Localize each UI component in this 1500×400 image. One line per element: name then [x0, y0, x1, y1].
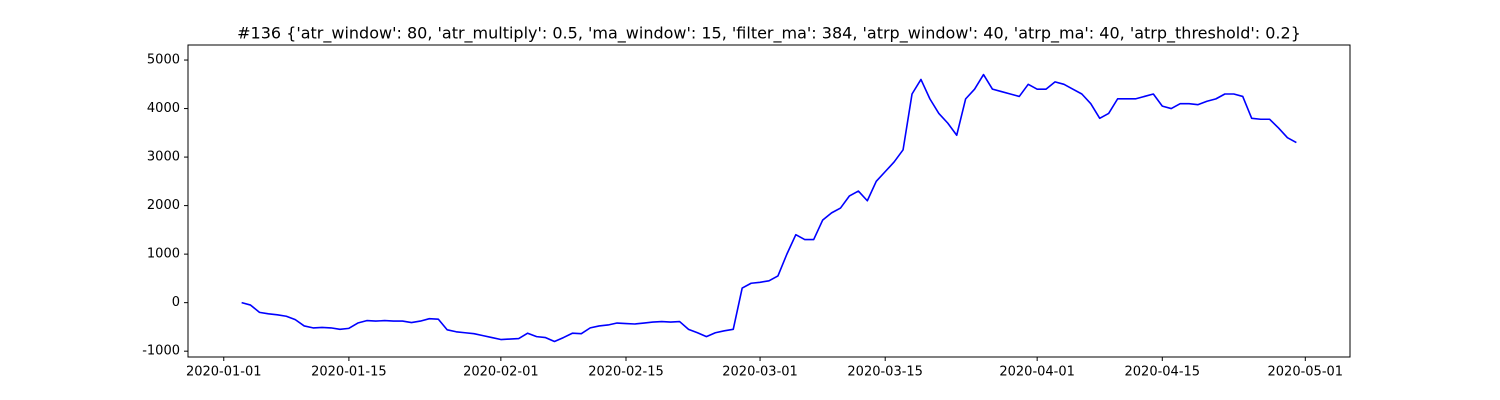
x-tick-label: 2020-04-01: [999, 365, 1075, 380]
y-tick-label: -1000: [142, 344, 180, 359]
line-series: [241, 73, 1297, 343]
y-tick-label: 4000: [147, 101, 180, 116]
y-tick-label: 1000: [147, 247, 180, 262]
x-tick-label: 2020-05-01: [1268, 365, 1344, 380]
x-tick-label: 2020-01-01: [186, 365, 262, 380]
x-tick-label: 2020-01-15: [311, 365, 387, 380]
x-tick-label: 2020-02-01: [463, 365, 539, 380]
chart-title: #136 {'atr_window': 80, 'atr_multiply': …: [237, 24, 1301, 44]
y-tick-label: 3000: [147, 150, 180, 165]
x-tick-label: 2020-04-15: [1125, 365, 1201, 380]
x-tick-label: 2020-02-15: [588, 365, 664, 380]
y-tick-label: 2000: [147, 198, 180, 213]
x-tick-label: 2020-03-15: [847, 365, 923, 380]
y-tick-label: 0: [172, 295, 180, 310]
plot-frame: [187, 44, 1351, 358]
y-tick-label: 5000: [147, 53, 180, 68]
x-tick-label: 2020-03-01: [722, 365, 798, 380]
